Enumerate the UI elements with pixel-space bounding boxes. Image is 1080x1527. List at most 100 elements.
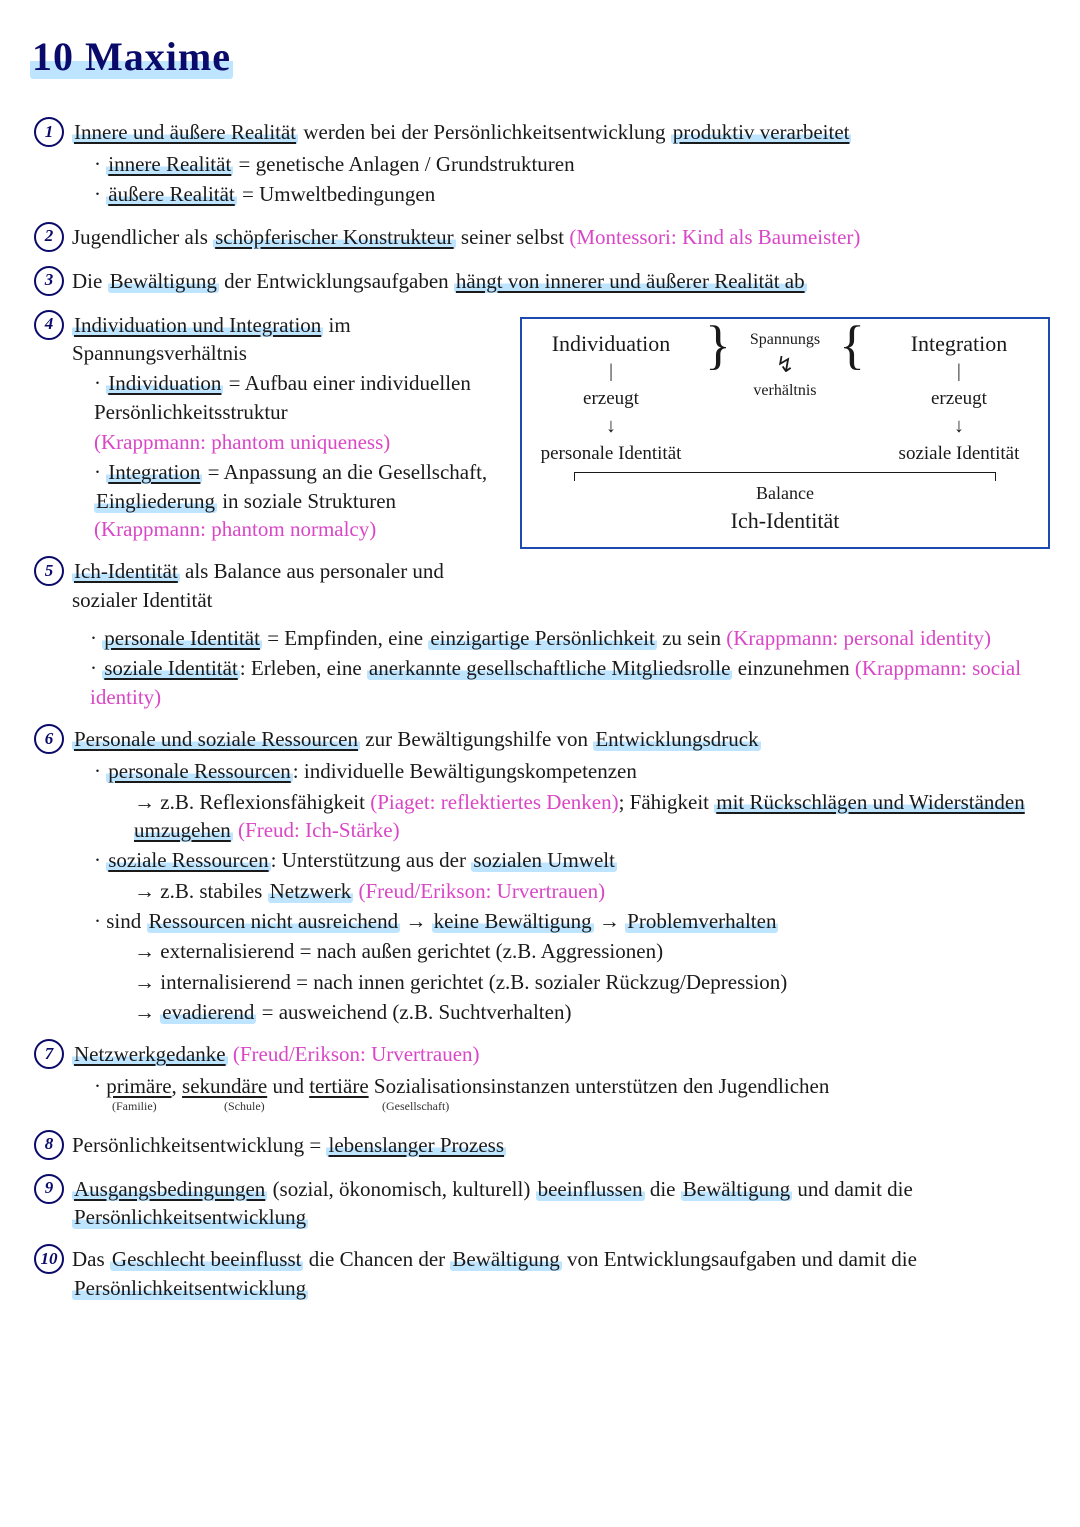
t: und	[267, 1074, 309, 1098]
t: → externalisierend = nach außen gerichte…	[134, 937, 1050, 965]
t: schöpferischer Konstrukteur	[213, 225, 456, 249]
t: anerkannte gesellschaftliche Mitgliedsro…	[367, 656, 733, 680]
t: Ich-Identität	[72, 559, 180, 583]
maxim-2: 2 Jugendlicher als schöpferischer Konstr…	[34, 223, 1050, 253]
maxim-6: 6 Personale und soziale Ressourcen zur B…	[34, 725, 1050, 1026]
arrow-down-icon: |	[957, 359, 961, 385]
ref-urvertrauen-7: (Freud/Erikson: Urvertrauen)	[228, 1042, 480, 1066]
t: = Empfinden, eine	[262, 626, 428, 650]
t: Sozialisationsinstanzen unterstützen den…	[369, 1074, 830, 1098]
ref-krappmann-personal: (Krappmann: personal identity)	[726, 626, 991, 650]
t: ,	[172, 1074, 183, 1098]
brace-left-icon: }	[705, 329, 731, 361]
t: Eingliederung	[94, 489, 217, 513]
t: Innere und äußere Realität	[72, 120, 298, 144]
t: verhältnis	[753, 380, 816, 402]
arrow-down-icon: |	[609, 359, 613, 385]
t: tertiäre	[309, 1074, 368, 1098]
badge-9: 9	[34, 1174, 64, 1204]
badge-1: 1	[34, 117, 64, 147]
t: Ausgangsbedingungen	[72, 1177, 267, 1201]
bolt-icon: ↯	[776, 350, 794, 380]
note-gesellschaft: (Gesellschaft)	[382, 1098, 449, 1114]
t: Persönlichkeitsentwicklung	[72, 1205, 308, 1229]
t: : Unterstützung aus der	[271, 848, 472, 872]
t: keine Bewältigung	[432, 909, 594, 933]
note-familie: (Familie)	[112, 1098, 157, 1114]
t: werden bei der Persönlichkeitsentwicklun…	[298, 120, 671, 144]
t: = Umweltbedingungen	[237, 182, 435, 206]
maxim-3: 3 Die Bewältigung der Entwicklungsaufgab…	[34, 267, 1050, 297]
dg-balance: Balance	[536, 481, 1034, 505]
t: die	[645, 1177, 681, 1201]
dg-personale: personale Identität	[541, 441, 682, 467]
t: Persönlichkeitsentwicklung =	[72, 1133, 326, 1157]
t: Bewältigung	[681, 1177, 792, 1201]
t: von Entwicklungsaufgaben und damit die	[562, 1247, 917, 1271]
t: → z.B. stabiles	[134, 879, 268, 903]
ref-freud-ich: (Freud: Ich-Stärke)	[233, 818, 400, 842]
t: : individuelle Bewältigungskompetenzen	[293, 759, 637, 783]
t: sozialen Umwelt	[471, 848, 617, 872]
t: der Entwicklungsaufgaben	[219, 269, 454, 293]
t: einzigartige Persönlichkeit	[428, 626, 657, 650]
t: produktiv verarbeitet	[671, 120, 852, 144]
t: → internalisierend = nach innen gerichte…	[134, 968, 1050, 996]
t: sind	[106, 909, 146, 933]
maxim-10: 10 Das Geschlecht beeinflusst die Chance…	[34, 1245, 1050, 1302]
balance-bracket-icon	[574, 472, 996, 481]
maxim-4: 4 Individuation und Integration im Spann…	[34, 311, 1050, 614]
t: personale Ressourcen	[106, 759, 293, 783]
arrow-down-icon: ↓	[606, 413, 616, 440]
t: zu sein	[657, 626, 726, 650]
t: soziale Identität	[102, 656, 240, 680]
t: Individuation	[106, 371, 223, 395]
t: soziale Ressourcen	[106, 848, 270, 872]
t: Netzwerk	[268, 879, 354, 903]
t: Entwicklungsdruck	[593, 727, 760, 751]
t: zur Bewältigungshilfe von	[360, 727, 593, 751]
t: lebenslanger Prozess	[326, 1133, 506, 1157]
t: sekundäre	[182, 1074, 267, 1098]
maxim-1: 1 Innere und äußere Realität werden bei …	[34, 118, 1050, 209]
page-title: 10 Maxime	[30, 34, 233, 79]
t: = Anpassung an die Gesellschaft,	[202, 460, 487, 484]
badge-4: 4	[34, 310, 64, 340]
badge-3: 3	[34, 266, 64, 296]
t: Spannungs	[750, 329, 820, 351]
badge-5: 5	[34, 556, 64, 586]
t: Problemverhalten	[625, 909, 778, 933]
badge-2: 2	[34, 222, 64, 252]
t: personale Identität	[102, 626, 262, 650]
t: innere Realität	[106, 152, 233, 176]
brace-right-icon: {	[839, 329, 865, 361]
ref-montessori: (Montessori: Kind als Baumeister)	[569, 225, 860, 249]
t: = ausweichend (z.B. Suchtverhalten)	[256, 1000, 571, 1024]
t: →	[400, 909, 432, 933]
badge-7: 7	[34, 1039, 64, 1069]
maxim-7: 7 Netzwerkgedanke (Freud/Erikson: Urvert…	[34, 1040, 1050, 1116]
ref-urvertrauen: (Freud/Erikson: Urvertrauen)	[353, 879, 605, 903]
t: →	[134, 1000, 160, 1024]
note-schule: (Schule)	[224, 1098, 265, 1114]
t: →	[594, 909, 626, 933]
t: Bewältigung	[450, 1247, 561, 1271]
t: erzeugt	[583, 386, 639, 412]
t: Personale und soziale Ressourcen	[72, 727, 360, 751]
t: Die	[72, 269, 108, 293]
t: erzeugt	[931, 386, 987, 412]
maxim-5-sub1: · personale Identität = Empfinden, eine …	[90, 624, 1050, 652]
badge-8: 8	[34, 1130, 64, 1160]
badge-6: 6	[34, 724, 64, 754]
t: evadierend	[160, 1000, 256, 1024]
t: Das	[72, 1247, 110, 1271]
t: äußere Realität	[106, 182, 237, 206]
t: Geschlecht beeinflusst	[110, 1247, 304, 1271]
ref-piaget: (Piaget: reflektiertes Denken)	[370, 790, 618, 814]
t: Individuation und Integration	[72, 313, 323, 337]
t: einzunehmen	[732, 656, 854, 680]
t: und damit die	[792, 1177, 913, 1201]
t: hängt von innerer und äußerer Realität a…	[454, 269, 807, 293]
t: die Chancen der	[303, 1247, 450, 1271]
t: Bewältigung	[108, 269, 219, 293]
